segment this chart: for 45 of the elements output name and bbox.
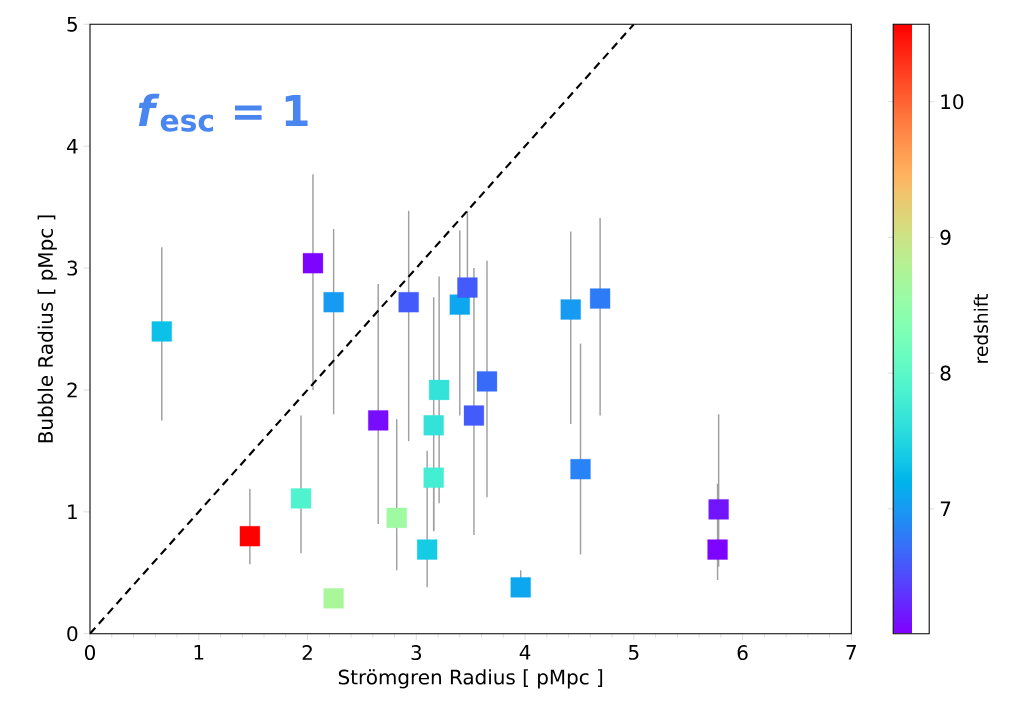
- point: [429, 379, 450, 401]
- point: [417, 539, 438, 560]
- point: [560, 299, 581, 320]
- y-tick-label: 0: [67, 626, 78, 642]
- x-tick-label: 6: [737, 645, 748, 661]
- x-tick-label: 7: [846, 645, 856, 660]
- x-tick-label: 3: [411, 645, 422, 661]
- x-tick-label: 1: [194, 645, 204, 660]
- point: [323, 292, 344, 313]
- point: [510, 577, 531, 598]
- point: [423, 467, 444, 488]
- point: [707, 539, 728, 560]
- x-tick-label: 5: [629, 645, 639, 660]
- point: [590, 288, 611, 309]
- point: [463, 405, 485, 426]
- y-tick-label: 5: [67, 16, 77, 32]
- y-axis-title: Bubble Radius [ pMpc ]: [37, 215, 57, 443]
- annotation: f$_{esc}$ = 1: [138, 93, 308, 132]
- color-bar-label: 7: [940, 501, 951, 517]
- point: [570, 459, 591, 480]
- point: [476, 371, 498, 392]
- color-bar-label: 9: [940, 229, 951, 245]
- point: [423, 415, 444, 436]
- y-tick-label: 2: [67, 382, 77, 398]
- point: [398, 292, 419, 313]
- y-tick-label: 4: [66, 138, 78, 154]
- point: [449, 294, 470, 315]
- point: [386, 507, 407, 528]
- point: [151, 321, 172, 342]
- y-tick-label: 1: [68, 504, 77, 520]
- x-axis-title: Strömgren Radius [ pMpc ]: [338, 669, 603, 689]
- y-tick-label: 3: [67, 260, 78, 276]
- x-tick-label: 4: [519, 645, 531, 660]
- x-tick-label: 0: [84, 645, 96, 661]
- point: [239, 526, 260, 547]
- point: [323, 588, 344, 609]
- point: [290, 488, 312, 509]
- point: [368, 410, 389, 431]
- point: [302, 253, 324, 274]
- point: [708, 499, 729, 520]
- x-tick-label: 2: [302, 645, 312, 660]
- color-bar-label: 8: [940, 365, 951, 381]
- point: [457, 277, 478, 298]
- color-bar-title: redshift: [973, 294, 989, 363]
- color-bar-label: 10: [941, 94, 964, 110]
